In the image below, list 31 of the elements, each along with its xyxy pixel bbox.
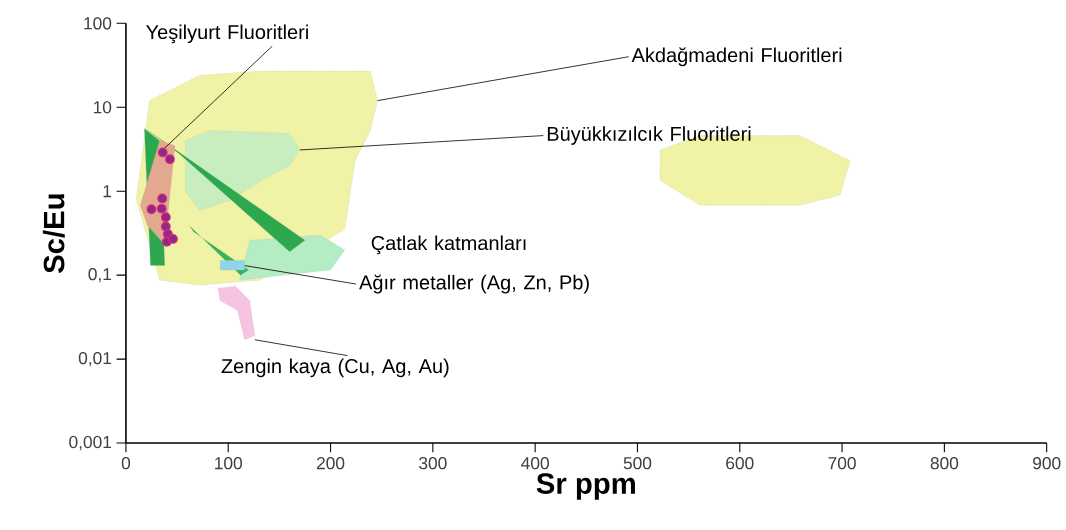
x-tick-label: 200 bbox=[316, 457, 345, 470]
point bbox=[168, 234, 178, 245]
x-tick-label: 400 bbox=[521, 457, 549, 470]
y-tick-label: 0,001 bbox=[69, 436, 112, 451]
point bbox=[157, 193, 168, 204]
x-tick-label: 700 bbox=[828, 457, 856, 470]
x-axis-title: Sr ppm bbox=[536, 473, 635, 500]
y-tick-label: 100 bbox=[84, 17, 112, 30]
x-tick-label: 0 bbox=[121, 457, 131, 470]
annotation: Çatlak katmanları bbox=[371, 235, 526, 255]
point bbox=[160, 212, 171, 223]
annotation: Yeşilyurt Fluoritleri bbox=[146, 24, 308, 44]
y-tick-label: 0,1 bbox=[88, 268, 112, 283]
x-tick-label: 900 bbox=[1033, 457, 1061, 470]
point bbox=[157, 147, 168, 158]
y-tick-label: 10 bbox=[93, 101, 112, 114]
y-tick-label: 0,01 bbox=[78, 352, 112, 367]
x-tick-label: 500 bbox=[623, 457, 652, 470]
annotation: Ağır metaller (Ag, Zn, Pb) bbox=[359, 274, 589, 294]
x-tick-label: 300 bbox=[419, 457, 447, 470]
annotation: Büyükkızılcık Fluoritleri bbox=[547, 126, 751, 146]
annotation: Akdağmadeni Fluoritleri bbox=[631, 47, 842, 67]
point bbox=[146, 204, 157, 215]
y-axis-title: Sc/Eu bbox=[42, 194, 65, 274]
y-tick-label: 1 bbox=[103, 185, 112, 198]
x-tick-label: 100 bbox=[215, 457, 243, 470]
annotation: Zengin kaya (Cu, Ag, Au) bbox=[221, 358, 449, 378]
point bbox=[164, 154, 175, 165]
point bbox=[156, 203, 167, 214]
x-tick-label: 600 bbox=[726, 457, 754, 470]
x-tick-label: 800 bbox=[930, 457, 959, 470]
